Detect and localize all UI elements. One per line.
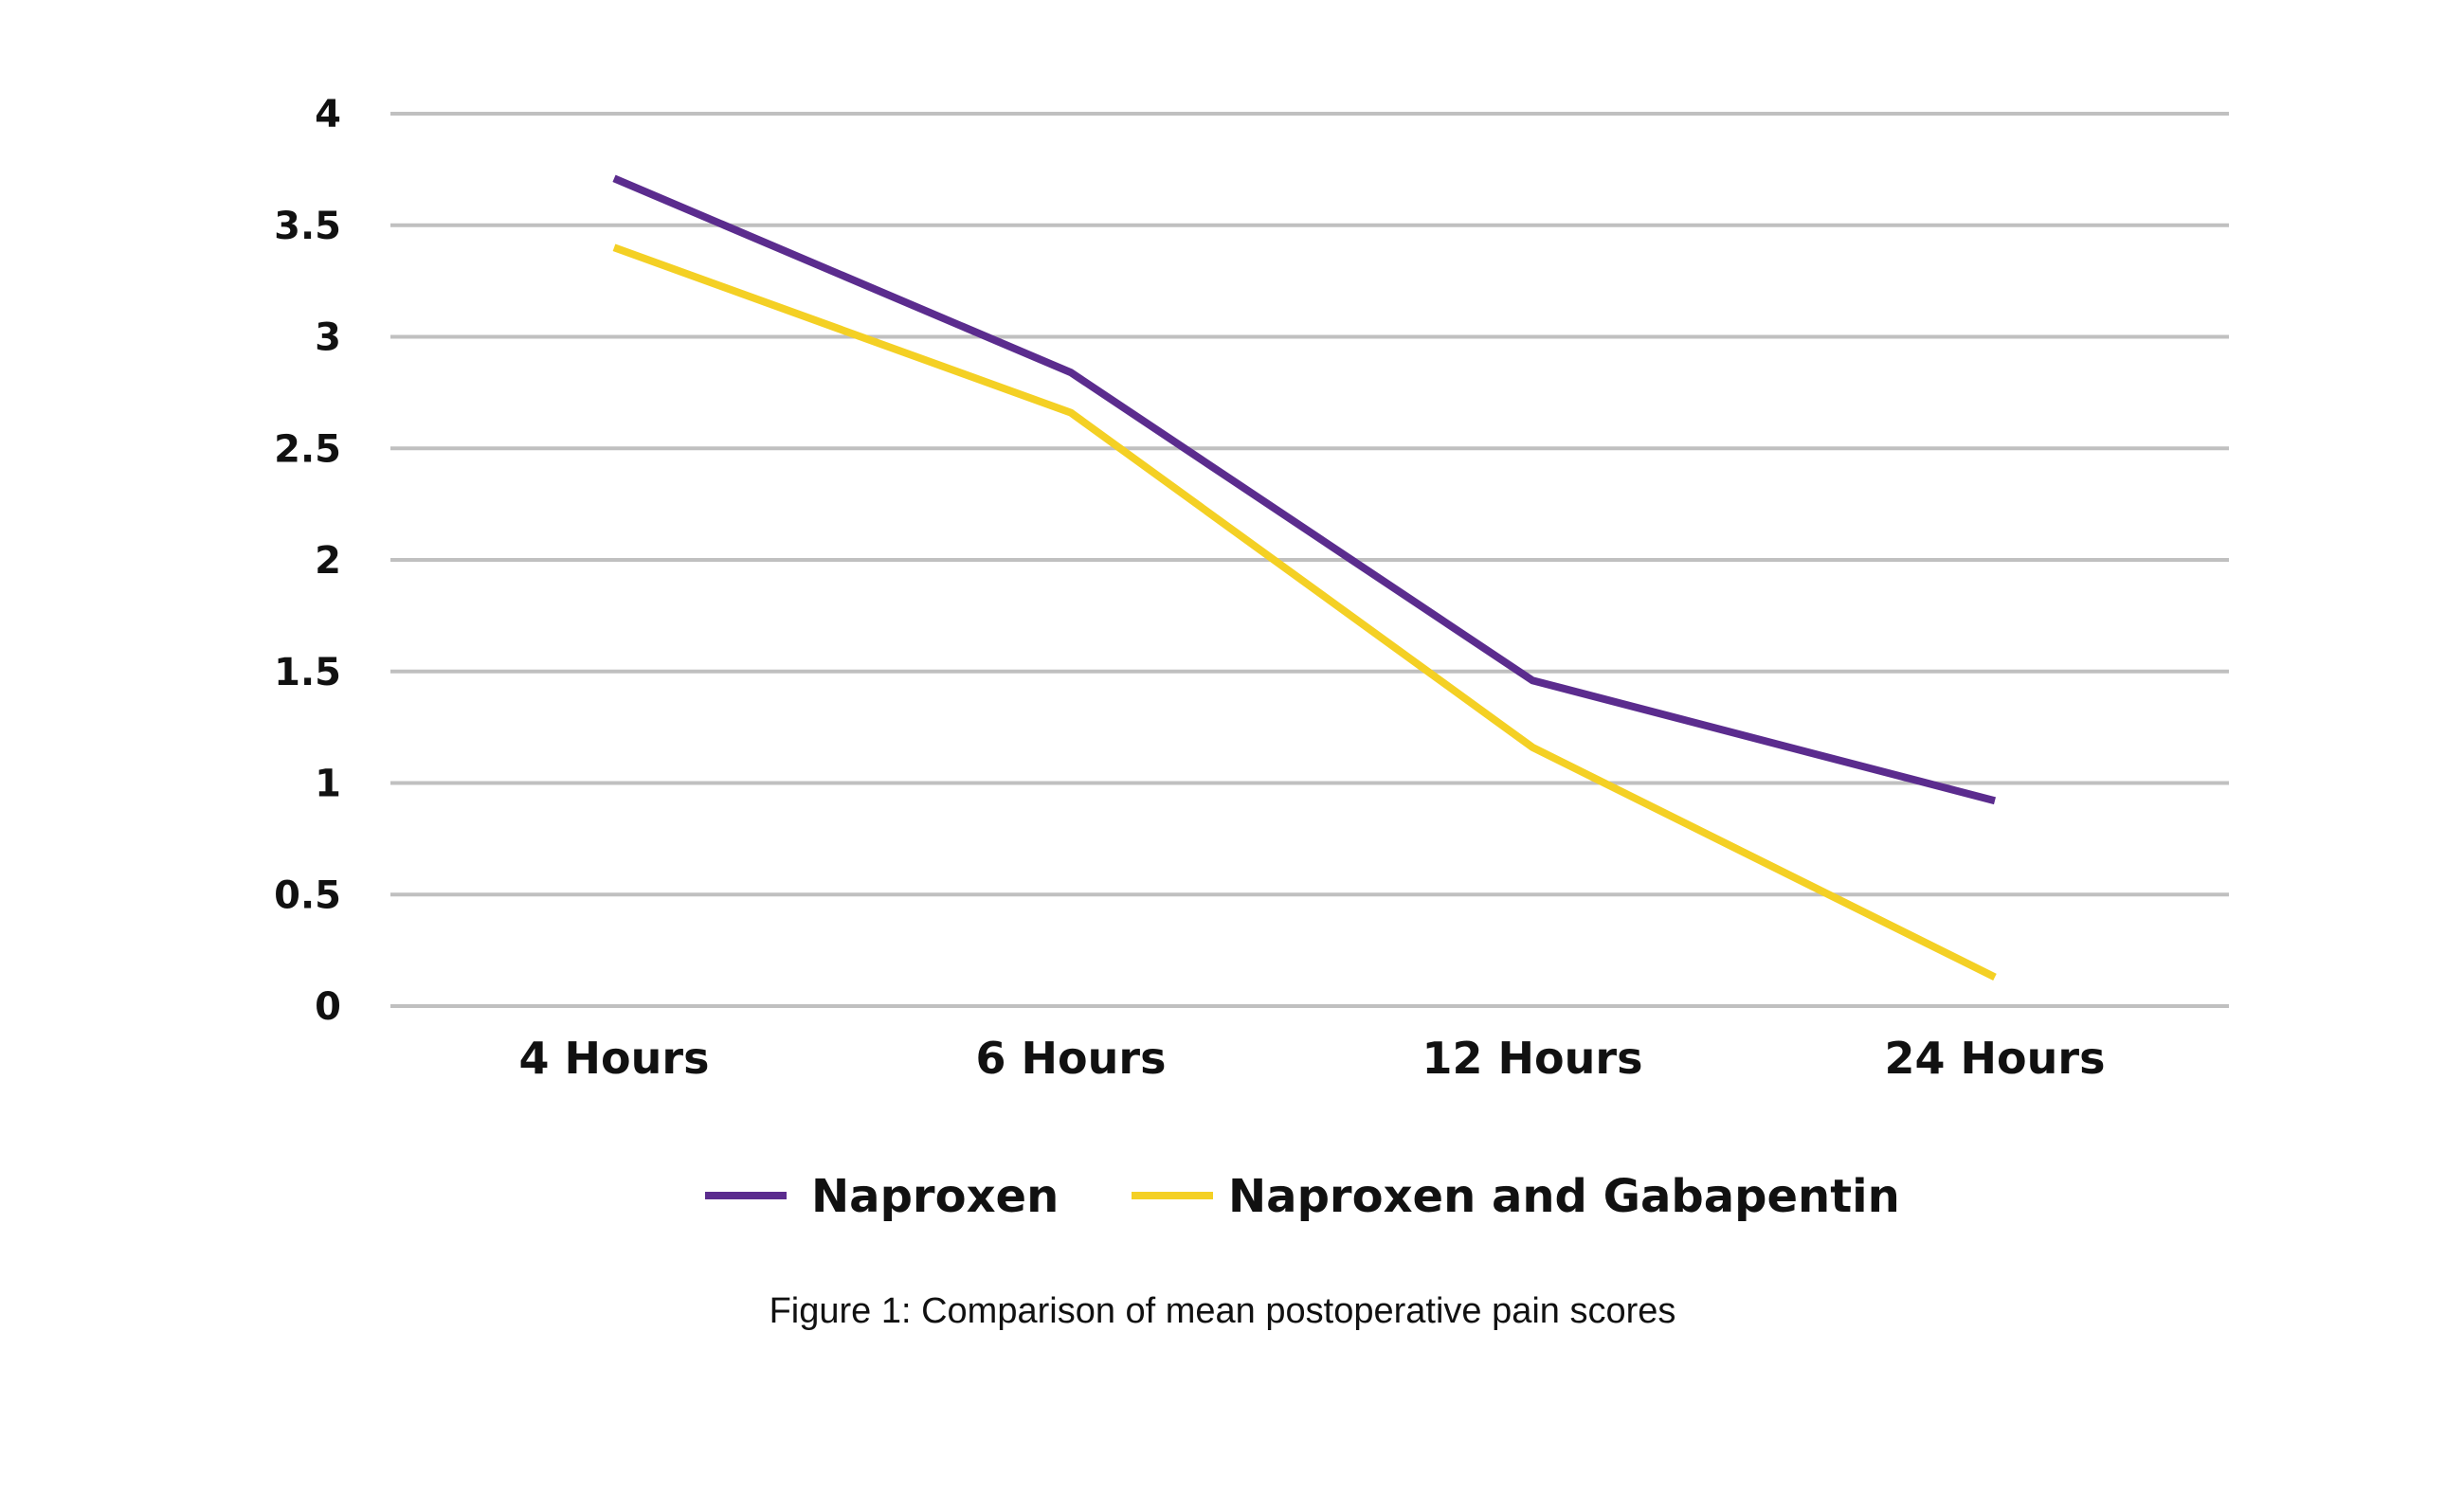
y-tick-label: 3.5 — [274, 205, 341, 248]
x-axis-ticks: 4 Hours 6 Hours 12 Hours 24 Hours — [519, 1033, 2106, 1084]
series-lines — [612, 174, 1997, 981]
x-tick-label: 6 Hours — [976, 1033, 1167, 1084]
series-line-1 — [612, 174, 1997, 805]
x-tick-label: 24 Hours — [1885, 1033, 2106, 1084]
y-tick-label: 0.5 — [274, 873, 341, 917]
y-axis-ticks: 0 0.5 1 1.5 2 2.5 3 3.5 4 — [274, 93, 341, 1029]
legend-label: Naproxen and Gabapentin — [1228, 1170, 1900, 1223]
y-tick-label: 3 — [315, 316, 341, 360]
y-tick-label: 2 — [315, 539, 341, 583]
y-tick-label: 4 — [315, 93, 341, 136]
y-tick-label: 1.5 — [274, 651, 341, 694]
legend-label: Naproxen — [811, 1170, 1059, 1223]
x-tick-label: 4 Hours — [519, 1033, 710, 1084]
figure-caption: Figure 1: Comparison of mean postoperati… — [770, 1291, 1676, 1331]
y-tick-label: 2.5 — [274, 427, 341, 471]
x-tick-label: 12 Hours — [1422, 1033, 1643, 1084]
y-tick-label: 1 — [315, 763, 341, 806]
gridlines — [390, 112, 2229, 1008]
legend: Naproxen Naproxen and Gabapentin — [705, 1170, 1900, 1223]
y-tick-label: 0 — [315, 985, 341, 1029]
series-line-2 — [612, 243, 1997, 981]
